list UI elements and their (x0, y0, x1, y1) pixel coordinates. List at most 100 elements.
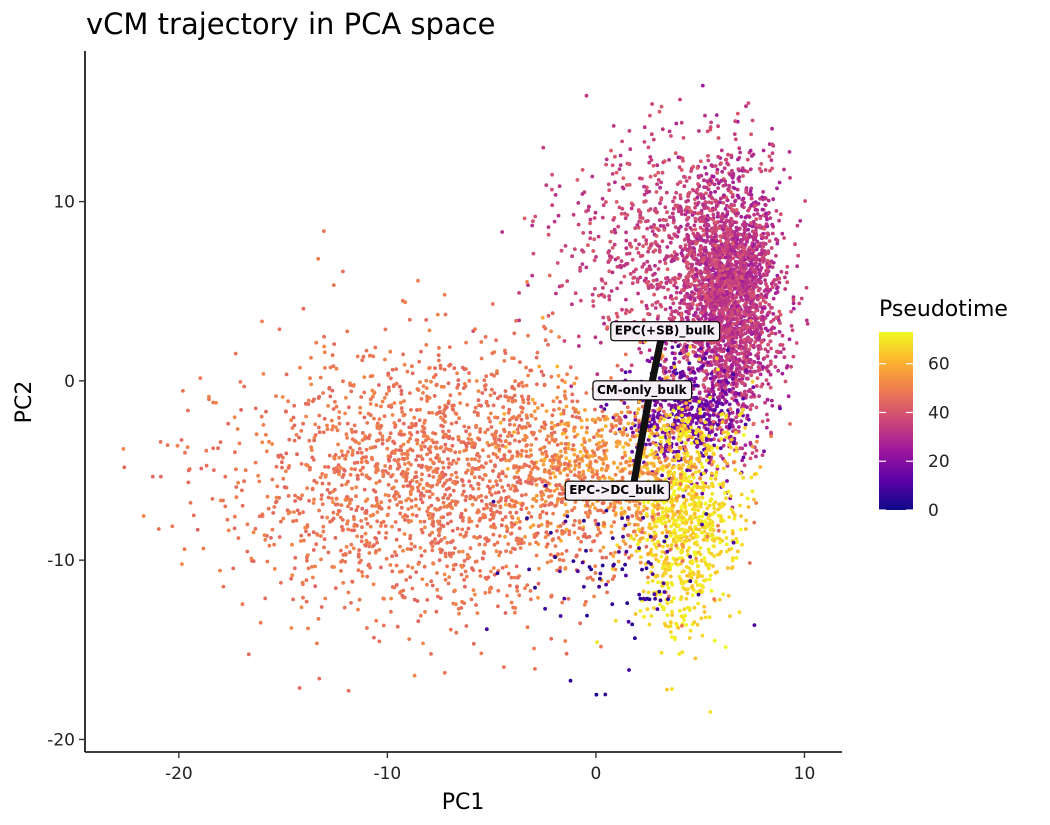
data-point (724, 157, 729, 162)
data-point (701, 278, 706, 283)
data-point (714, 261, 719, 265)
data-point (709, 363, 714, 367)
data-point (664, 508, 668, 513)
data-point (614, 170, 619, 175)
data-point (750, 489, 755, 494)
data-point (730, 377, 735, 381)
data-point (712, 292, 717, 297)
data-point (531, 251, 536, 256)
data-point (716, 401, 721, 406)
data-point (684, 348, 689, 353)
data-point (685, 217, 689, 222)
data-point (804, 318, 809, 323)
data-point (607, 269, 612, 274)
data-point (749, 266, 754, 270)
data-point (578, 450, 583, 454)
data-point (687, 429, 692, 434)
data-point (662, 228, 667, 232)
data-point (722, 166, 727, 171)
data-point (656, 178, 661, 182)
data-point (723, 255, 728, 260)
data-point (777, 309, 782, 314)
data-point (654, 553, 658, 557)
data-point (706, 154, 710, 158)
data-point (694, 540, 698, 545)
data-point (696, 261, 701, 266)
data-point (750, 224, 755, 229)
data-point (685, 248, 690, 253)
data-point (709, 371, 714, 376)
data-point (704, 351, 708, 356)
data-point (693, 465, 698, 470)
data-point (716, 414, 720, 419)
data-point (552, 219, 557, 224)
data-point (761, 244, 766, 249)
data-point (740, 542, 744, 547)
data-point (686, 484, 691, 489)
data-point (685, 451, 690, 455)
data-point (637, 176, 642, 181)
data-point (684, 623, 688, 627)
data-point (624, 230, 628, 235)
data-point (753, 340, 758, 344)
data-point (760, 453, 765, 457)
data-point (732, 286, 737, 291)
data-point (692, 620, 697, 624)
data-point (741, 455, 746, 460)
data-point (628, 147, 633, 152)
data-point (683, 212, 688, 217)
data-point (594, 255, 598, 259)
data-point (659, 554, 664, 559)
data-point (669, 294, 673, 298)
data-point (745, 157, 750, 162)
data-point (696, 192, 701, 197)
data-point (676, 406, 681, 410)
data-point (718, 363, 723, 368)
data-point (724, 496, 728, 501)
data-point (747, 337, 752, 341)
data-point (731, 321, 735, 326)
data-point (662, 424, 666, 428)
data-point (751, 325, 755, 329)
data-point (761, 241, 766, 246)
data-point (769, 346, 773, 351)
data-point (698, 252, 703, 256)
data-point (689, 209, 693, 214)
data-point (768, 339, 773, 344)
data-point (549, 420, 554, 425)
data-point (699, 461, 704, 466)
data-point (615, 286, 619, 291)
data-point (654, 190, 659, 194)
data-point (686, 273, 691, 278)
data-point (678, 245, 683, 250)
data-point (690, 517, 695, 521)
data-point (729, 437, 734, 442)
data-point (718, 273, 723, 278)
data-point (775, 285, 780, 290)
data-point (668, 215, 672, 220)
data-point (550, 172, 554, 177)
data-point (682, 501, 687, 506)
data-point (723, 303, 727, 308)
data-point (741, 174, 745, 178)
data-point (722, 334, 727, 338)
data-point (684, 520, 689, 525)
data-point (666, 586, 671, 590)
data-point (546, 225, 551, 230)
data-point (755, 293, 760, 298)
data-point (770, 231, 775, 236)
data-point (713, 207, 718, 212)
data-point (662, 561, 667, 565)
data-point (764, 365, 769, 370)
data-point (709, 429, 714, 434)
data-point (613, 618, 618, 623)
data-point (673, 275, 677, 280)
data-point (684, 509, 688, 514)
data-point (716, 136, 721, 140)
data-point (709, 476, 713, 481)
data-point (660, 530, 665, 535)
data-point (733, 513, 737, 517)
data-point (718, 371, 723, 375)
data-point (791, 306, 796, 311)
data-point (778, 212, 783, 217)
